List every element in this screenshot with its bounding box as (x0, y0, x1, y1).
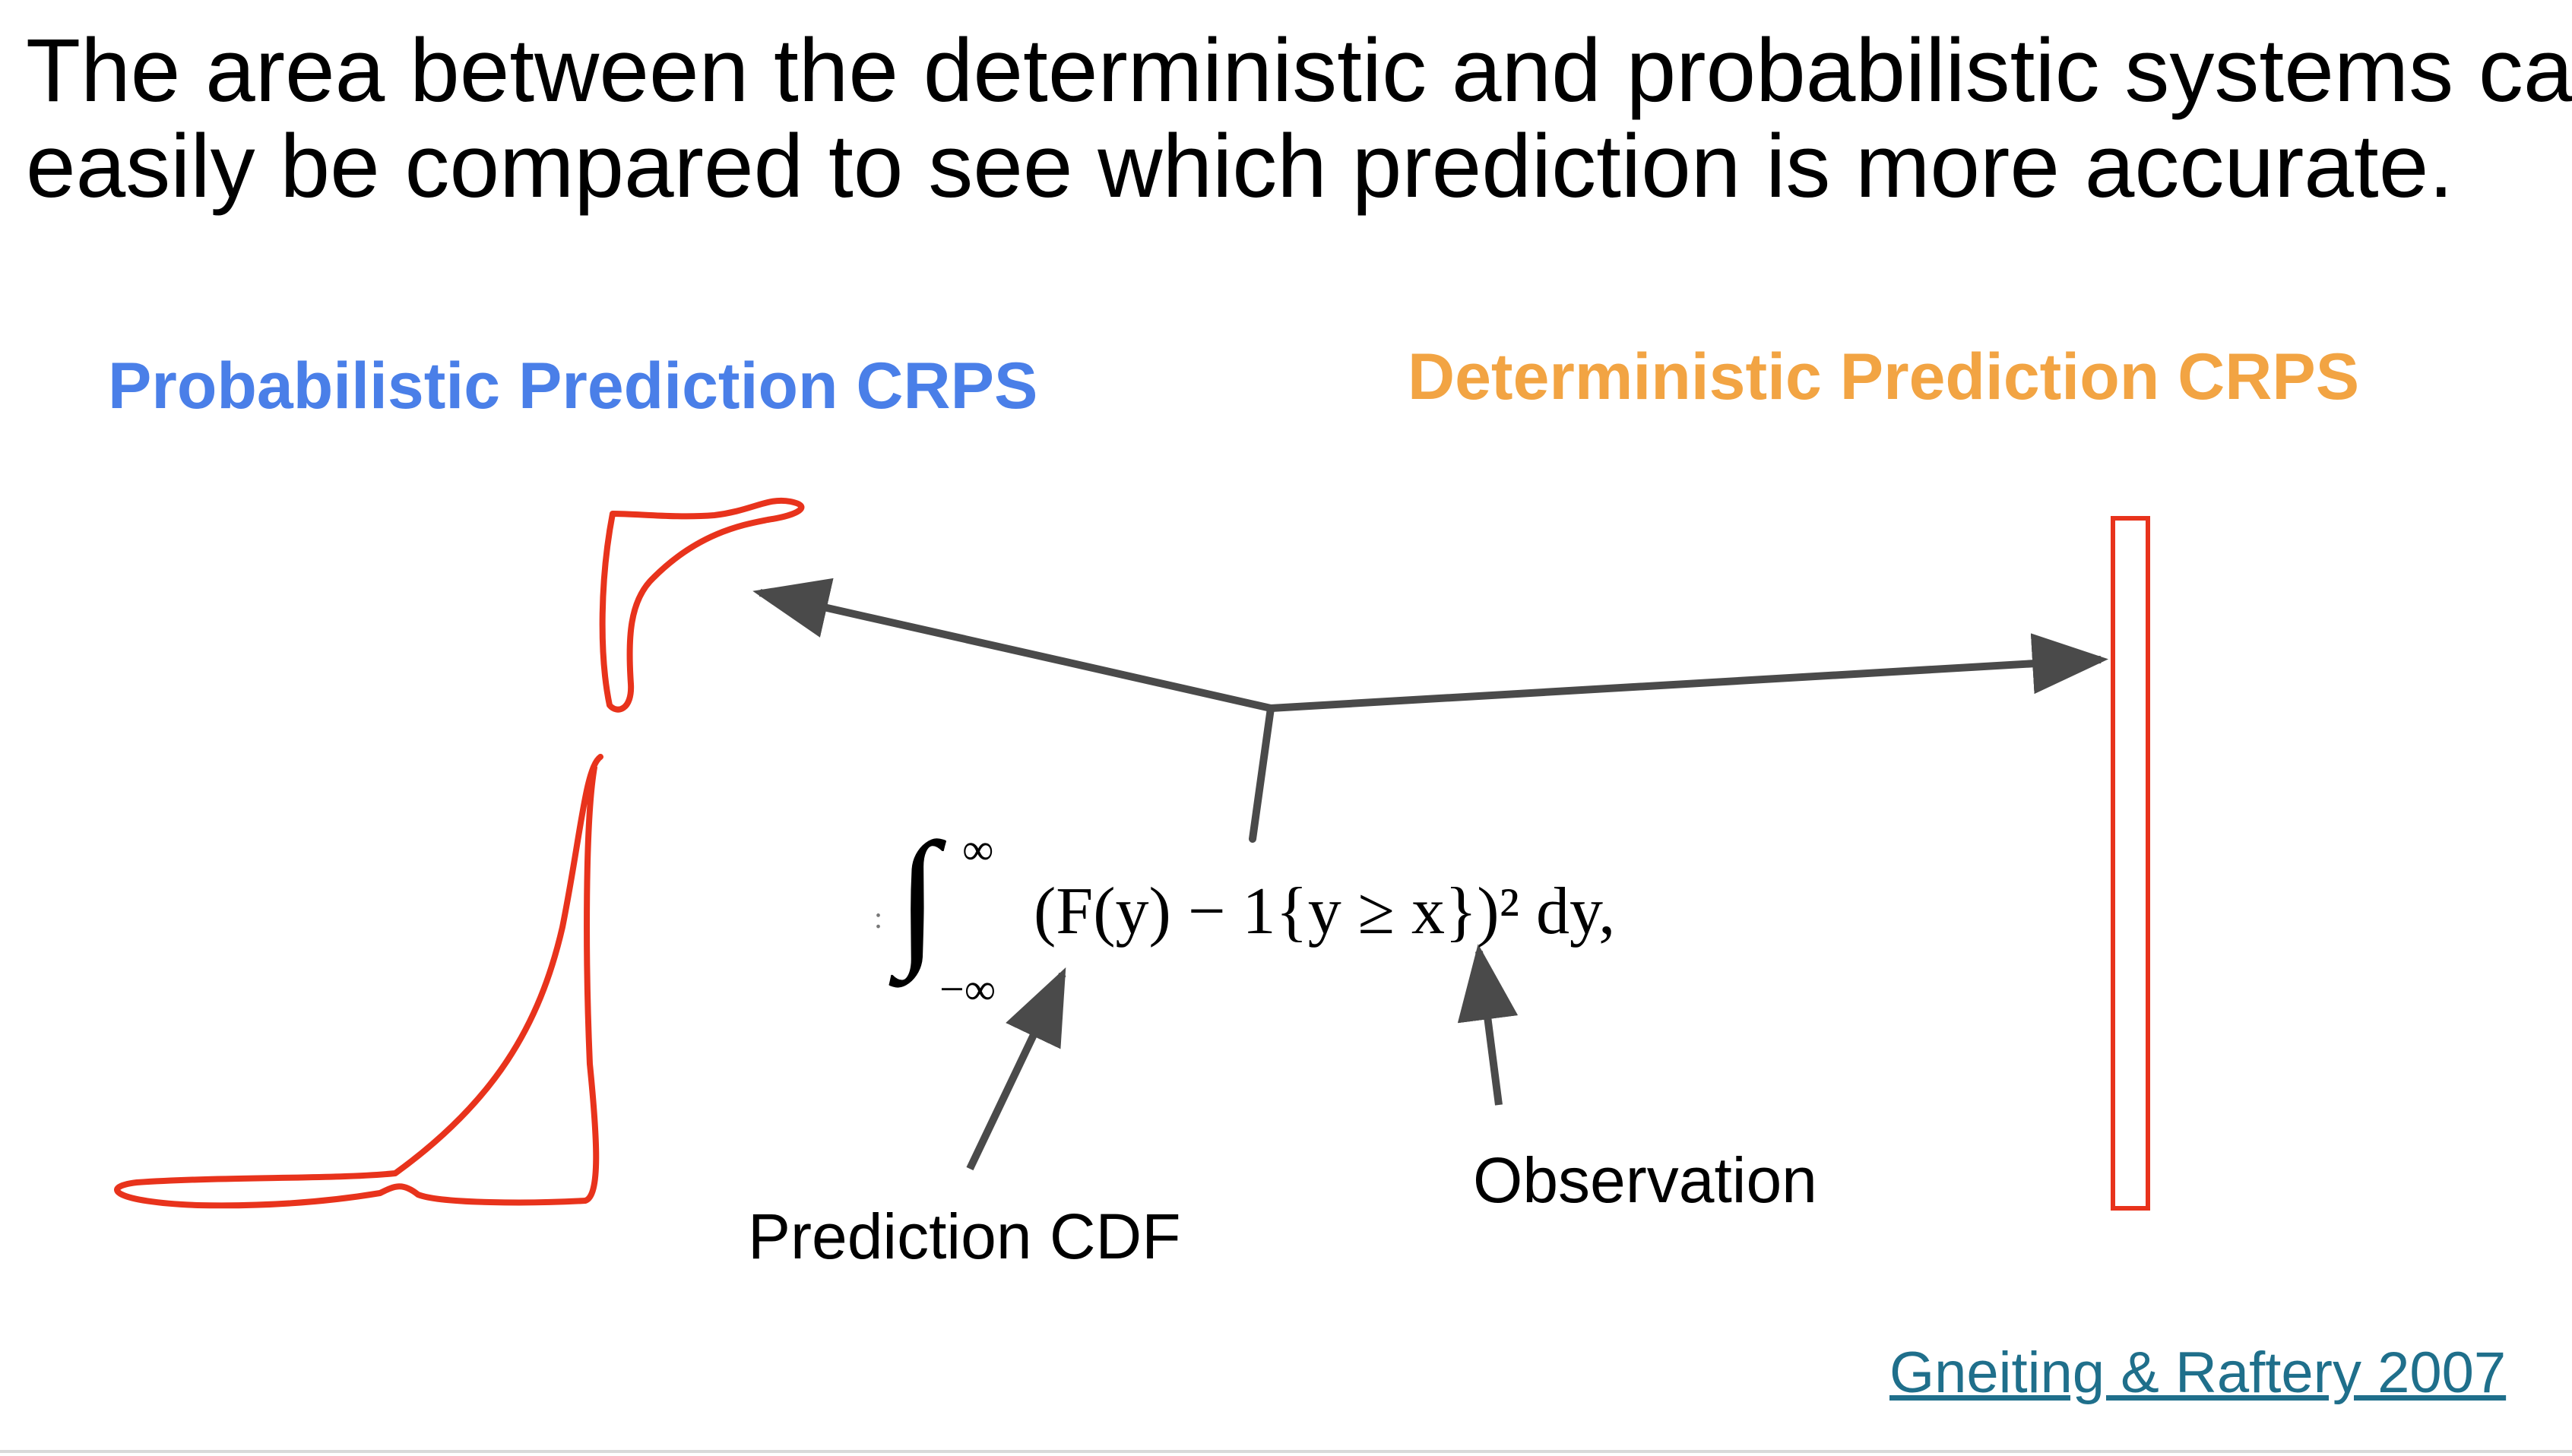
formula-connector-line (1249, 704, 1275, 843)
arrow-icon (966, 967, 1066, 1171)
arrow-icon (752, 578, 1272, 712)
slide-title-line-2: easily be compared to see which predicti… (26, 116, 2454, 217)
integral-lower-limit: −∞ (939, 964, 996, 1014)
integral-upper-limit: ∞ (962, 825, 994, 874)
citation-link[interactable]: Gneiting & Raftery 2007 (1889, 1340, 2507, 1405)
integral-sign: ∫ (897, 812, 939, 980)
arrow-icon (1270, 633, 2108, 712)
deterministic-heading: Deterministic Prediction CRPS (1408, 340, 2360, 413)
arrow-icon (1457, 944, 1519, 1106)
slide-title-line-1: The area between the deterministic and p… (26, 21, 2572, 121)
probabilistic-crps-outline-lower (114, 754, 603, 1209)
prediction-cdf-label: Prediction CDF (748, 1201, 1181, 1272)
probabilistic-heading: Probabilistic Prediction CRPS (108, 350, 1038, 423)
deterministic-crps-rectangle (2111, 516, 2150, 1211)
formula-lead-mark: : (874, 901, 883, 935)
slide-title: The area between the deterministic and p… (26, 21, 2572, 217)
probabilistic-crps-outline-upper (599, 497, 805, 713)
observation-label: Observation (1473, 1144, 1817, 1216)
slide-bottom-divider (0, 1450, 2572, 1453)
formula-integrand: (F(y) − 1{y ≥ x})² dy, (1034, 875, 1616, 948)
